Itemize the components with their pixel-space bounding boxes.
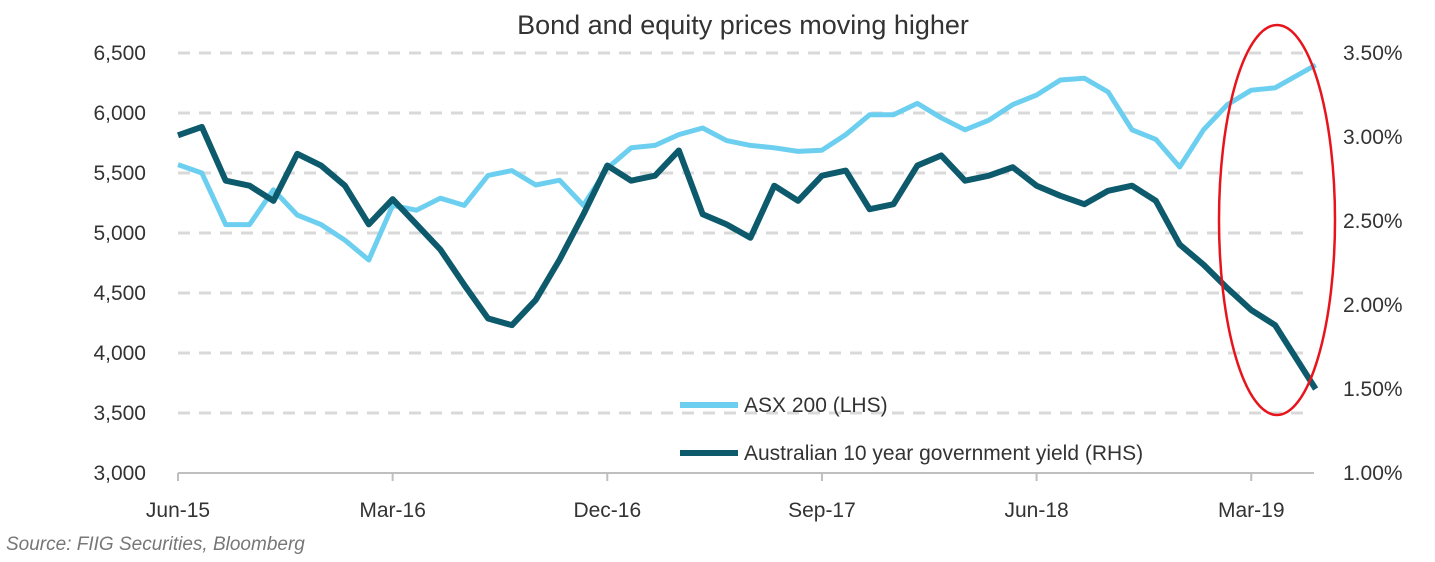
series-line-asx200 [177,62,1317,263]
x-tick-label: Dec-16 [573,499,641,522]
y-right-tick-label: 1.50% [1343,378,1403,401]
y-right-tick-label: 2.00% [1343,294,1403,317]
y-left-tick-label: 6,500 [93,42,146,65]
y-left-tick-label: 3,500 [93,402,146,425]
y-left-tick-label: 5,500 [93,162,146,185]
y-right-tick-label: 1.00% [1343,462,1403,485]
legend-label-yield: Australian 10 year government yield (RHS… [744,442,1143,465]
y-left-tick-label: 3,000 [93,462,146,485]
highlight-ellipse [1217,23,1337,417]
y-left-tick-label: 4,000 [93,342,146,365]
series-line-yield [177,123,1319,391]
y-right-tick-label: 2.50% [1343,210,1403,233]
y-left-tick-label: 5,000 [93,222,146,245]
y-right-tick-label: 3.00% [1343,126,1403,149]
x-tick-label: Jun-15 [146,499,210,522]
y-right-tick-label: 3.50% [1343,42,1403,65]
chart-title: Bond and equity prices moving higher [517,10,969,40]
source-note: Source: FIIG Securities, Bloomberg [6,534,305,555]
x-tick-label: Mar-19 [1218,499,1285,522]
legend-label-asx200: ASX 200 (LHS) [744,394,888,417]
x-tick-label: Jun-18 [1004,499,1068,522]
y-left-tick-label: 4,500 [93,282,146,305]
y-left-tick-label: 6,000 [93,102,146,125]
x-tick-label: Sep-17 [788,499,856,522]
x-tick-label: Mar-16 [359,499,426,522]
